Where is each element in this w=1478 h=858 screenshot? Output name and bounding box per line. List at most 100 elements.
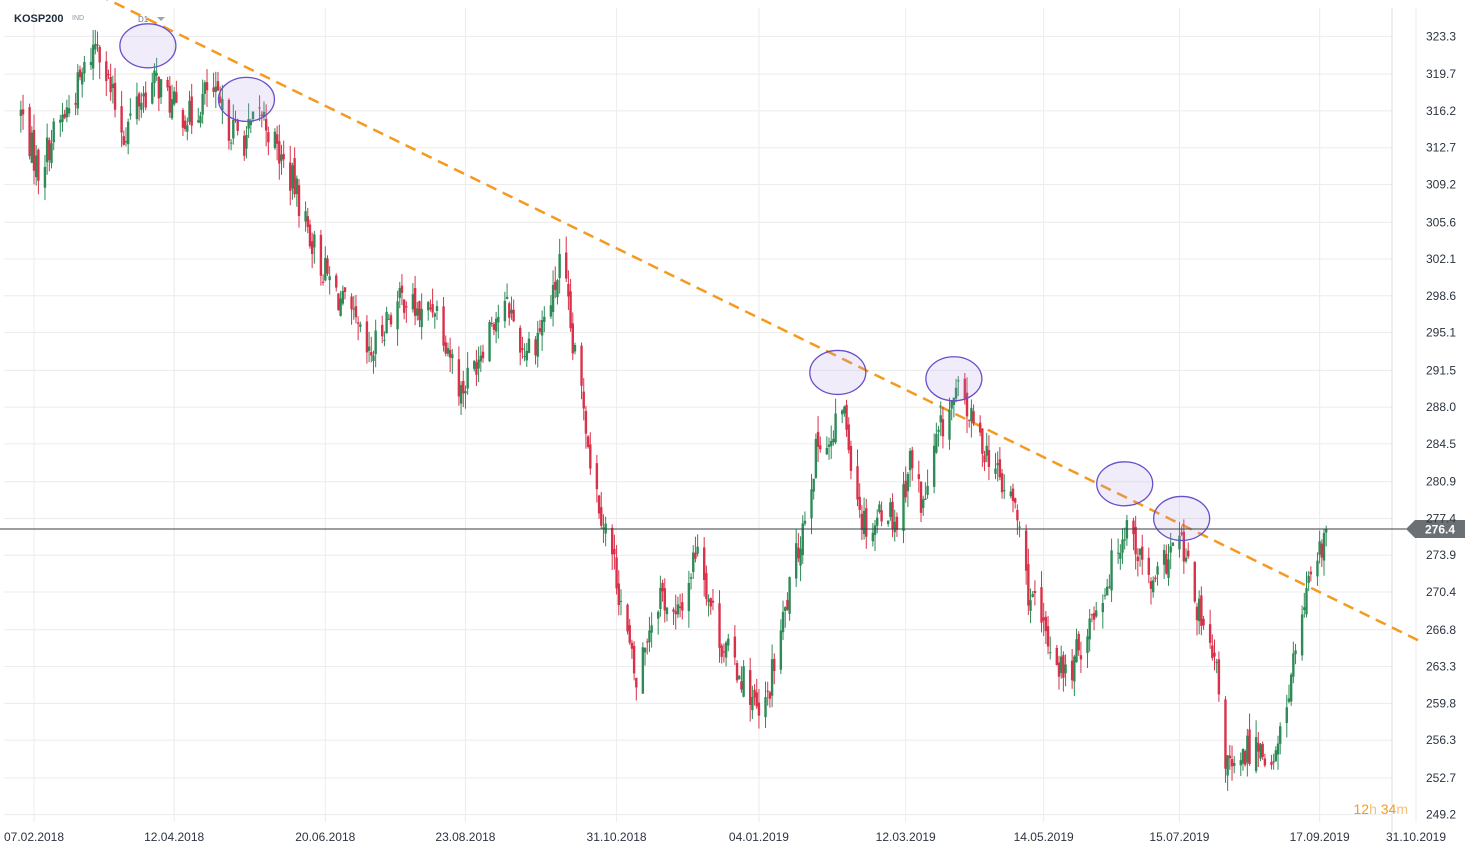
candle-body (1169, 546, 1172, 553)
candle-up (1009, 485, 1013, 499)
candle-up (497, 304, 500, 339)
candle-body (689, 577, 693, 579)
candle-down (1136, 548, 1140, 577)
candle-body (860, 513, 864, 530)
candle-body (827, 444, 831, 447)
candle-up (503, 291, 507, 329)
candle-down (400, 274, 404, 306)
candle-down (122, 130, 125, 146)
candle-body (1180, 532, 1183, 535)
candle-body (1217, 659, 1221, 695)
candle-body (1325, 528, 1328, 533)
candle-down (1057, 655, 1061, 690)
timeframe-selector[interactable]: D1 (138, 15, 149, 24)
candle-body (1073, 656, 1076, 682)
candle-body (558, 253, 561, 279)
candle-up (494, 311, 498, 344)
candle-down (1011, 483, 1015, 513)
candle-up (34, 145, 38, 186)
x-tick-label: 17.09.2019 (1290, 830, 1350, 844)
candle-body (840, 410, 844, 415)
candle-body (810, 489, 813, 519)
candle-up (1303, 592, 1306, 618)
candle-down (519, 325, 522, 366)
symbol-label[interactable]: KOSP200 (14, 13, 64, 25)
candle-body (1182, 531, 1186, 562)
candle-down (1013, 497, 1017, 509)
candle-body (1077, 633, 1080, 651)
countdown-minutes: 34 (1380, 801, 1397, 817)
candle-body (830, 441, 833, 447)
candle-body (740, 681, 743, 690)
candle-body (313, 234, 316, 248)
candle-down (941, 406, 945, 449)
candle-down (236, 118, 239, 136)
candle-body (556, 280, 559, 298)
candle-body (1086, 636, 1089, 654)
candle-up (359, 321, 362, 333)
candle-body (1241, 749, 1245, 764)
candle-down (168, 76, 171, 118)
candle-body (166, 79, 169, 88)
candle-body (523, 356, 526, 358)
candle-up (159, 78, 163, 105)
candle-body (801, 523, 804, 556)
candle-body (718, 603, 721, 648)
candle-down (78, 65, 82, 81)
candle-down (895, 512, 899, 537)
resistance-trendline (105, 0, 1419, 642)
candle-down (705, 565, 708, 606)
y-tick-label: 252.7 (1426, 771, 1456, 785)
candle-body (735, 663, 739, 681)
candle-body (1018, 526, 1021, 528)
candle-body (1246, 735, 1249, 763)
candle-up (932, 433, 936, 494)
candle-body (738, 676, 741, 680)
candle-up (186, 117, 189, 141)
candle-body (243, 135, 246, 156)
candle-body (199, 115, 202, 124)
candle-body (602, 527, 605, 529)
candle-body (1243, 751, 1247, 765)
candle-down (880, 501, 883, 527)
candle-up (1073, 654, 1076, 696)
candle-body (1171, 542, 1175, 546)
candle-up (889, 497, 892, 521)
candle-body (845, 404, 848, 430)
candle-body (503, 300, 507, 322)
candle-body (571, 323, 574, 354)
candle-body (67, 108, 71, 114)
chevron-down-icon[interactable] (157, 17, 165, 21)
candle-up (153, 63, 156, 97)
candle-down (308, 219, 312, 249)
candle-up (556, 278, 559, 305)
candle-up (126, 118, 130, 155)
candle-body (258, 107, 261, 109)
candle-up (1316, 552, 1319, 586)
x-tick-label: 15.07.2019 (1149, 830, 1209, 844)
candle-body (282, 153, 285, 160)
candle-body (227, 99, 231, 141)
candle-body (59, 119, 62, 123)
candle-body (950, 400, 953, 409)
candle-down (137, 91, 141, 121)
candle-up (91, 30, 95, 80)
candle-body (416, 308, 419, 316)
candle-body (525, 350, 528, 361)
candle-up (924, 482, 927, 500)
candle-up (1215, 658, 1218, 674)
candle-down (981, 428, 984, 467)
candle-body (297, 185, 301, 216)
candle-body (630, 642, 634, 649)
candle-up (383, 331, 386, 347)
candle-body (1095, 610, 1098, 617)
candle-body (186, 125, 189, 132)
candle-body (354, 306, 358, 318)
candle-body (21, 109, 25, 115)
candle-up (473, 359, 476, 372)
candle-up (505, 283, 509, 300)
candle-up (527, 331, 531, 354)
y-tick-label: 288.0 (1426, 400, 1456, 414)
